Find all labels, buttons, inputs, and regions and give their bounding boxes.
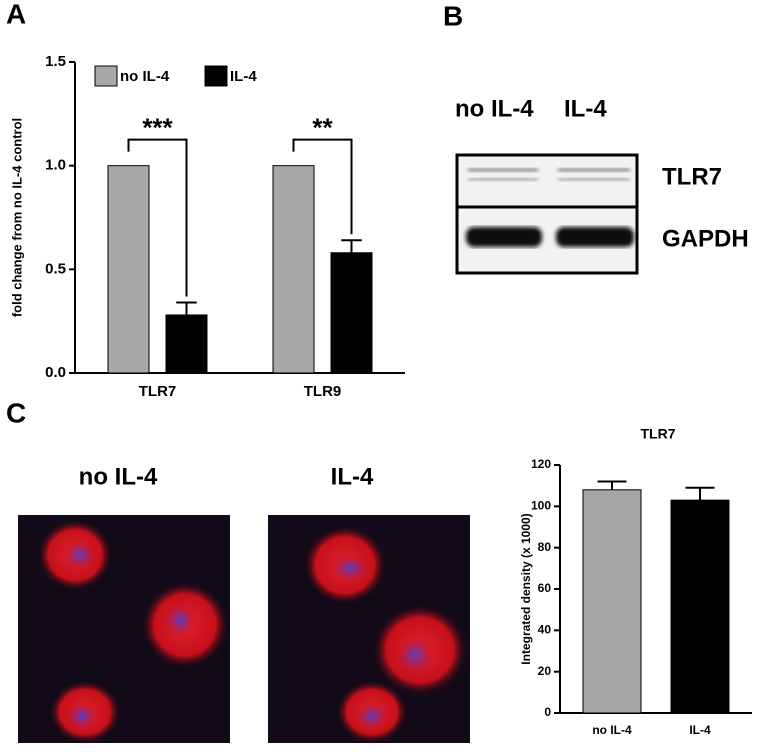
significance-bracket	[292, 138, 353, 235]
blot-row-label: TLR7	[662, 163, 722, 190]
bar	[330, 252, 373, 374]
micrograph	[18, 515, 230, 744]
x-tick-label: TLR7	[139, 383, 177, 400]
legend-label: no IL-4	[120, 68, 170, 85]
y-tick-label: 80	[538, 540, 552, 554]
y-tick-label: 40	[538, 623, 552, 637]
blot-column-label: IL-4	[564, 95, 607, 122]
y-tick-label: 20	[538, 664, 552, 678]
blot-column-label: no IL-4	[455, 95, 534, 122]
y-axis-label: fold change from no IL-4 control	[9, 118, 24, 317]
panel-label: B	[443, 0, 463, 31]
micrograph	[268, 515, 470, 744]
bar	[107, 165, 150, 374]
image-label: IL-4	[331, 463, 374, 490]
y-axis-label: Integrated density (x 1000)	[519, 513, 533, 664]
blot-row-label: GAPDH	[662, 225, 749, 252]
panel-label: A	[6, 0, 26, 29]
bar	[582, 489, 642, 714]
x-tick-label: no IL-4	[592, 723, 632, 737]
bar	[670, 499, 730, 714]
bar	[272, 165, 315, 374]
significance-bracket	[127, 138, 188, 297]
legend-swatch	[94, 65, 118, 87]
y-tick-label: 100	[531, 499, 551, 513]
chart-title: TLR7	[641, 426, 676, 442]
y-tick-label: 60	[538, 581, 552, 595]
y-tick-label: 0	[544, 705, 551, 719]
bar	[165, 314, 208, 374]
legend-swatch	[204, 65, 228, 87]
image-label: no IL-4	[79, 463, 158, 490]
y-tick-label: 1.5	[45, 53, 66, 70]
blot	[455, 153, 639, 275]
x-tick-label: TLR9	[304, 383, 342, 400]
y-tick-label: 120	[531, 457, 551, 471]
y-tick-label: 1.0	[45, 157, 66, 174]
panel-label: C	[6, 397, 26, 428]
y-tick-label: 0.0	[45, 364, 66, 381]
significance-label: **	[312, 113, 333, 143]
y-tick-label: 0.5	[45, 260, 66, 277]
significance-label: ***	[142, 113, 173, 143]
legend-label: IL-4	[230, 68, 257, 85]
x-tick-label: IL-4	[689, 723, 711, 737]
